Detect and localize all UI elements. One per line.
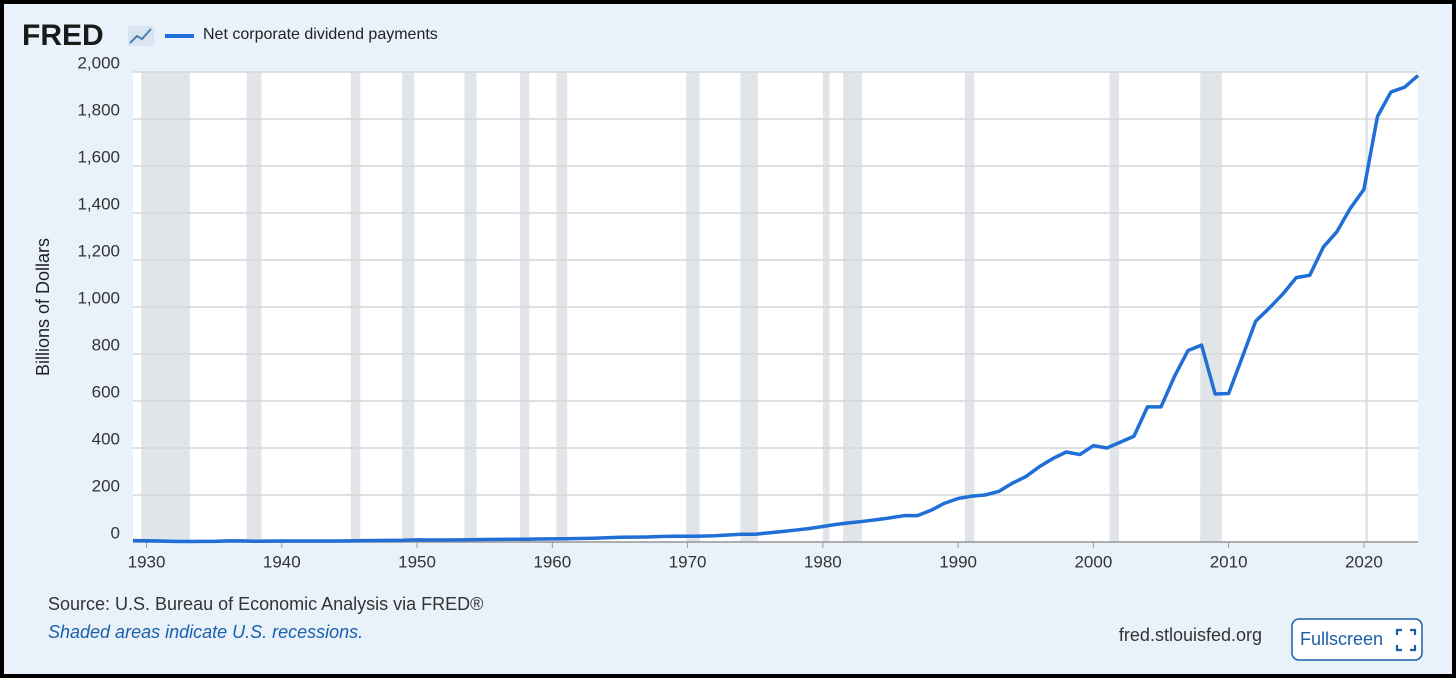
x-tick-label: 1990	[939, 552, 977, 571]
fullscreen-button[interactable]: Fullscreen	[1291, 618, 1423, 661]
x-tick-label: 1970	[669, 552, 707, 571]
y-tick-label: 1,800	[77, 100, 120, 119]
source: Source: U.S. Bureau of Economic Analysis…	[48, 594, 483, 614]
x-tick-label: 2020	[1345, 552, 1383, 571]
y-axis-title: Billions of Dollars	[33, 238, 53, 376]
button-icon[interactable]	[1395, 628, 1417, 652]
y-tick-label: 800	[92, 335, 120, 354]
logo: FRED	[22, 19, 104, 52]
legend-label: Net corporate dividend payments	[203, 26, 438, 43]
x-tick-label: 1940	[263, 552, 301, 571]
y-tick-label: 2,000	[77, 53, 120, 72]
button-label[interactable]: Fullscreen	[1300, 629, 1383, 649]
x-tick-label: 1930	[128, 552, 166, 571]
site: fred.stlouisfed.org	[1119, 625, 1262, 645]
y-tick-label: 1,000	[77, 288, 120, 307]
x-tick-label: 2000	[1074, 552, 1112, 571]
x-tick-label: 1980	[804, 552, 842, 571]
y-tick-label: 400	[92, 429, 120, 448]
logo-icon	[128, 26, 154, 46]
note: Shaded areas indicate U.S. recessions.	[48, 622, 363, 642]
y-tick-label: 1,600	[77, 147, 120, 166]
series-line	[132, 74, 1420, 544]
x-tick-label: 2010	[1210, 552, 1248, 571]
x-tick-label: 1960	[533, 552, 571, 571]
y-tick-label: 0	[111, 523, 120, 542]
x-tick-label: 1950	[398, 552, 436, 571]
y-tick-label: 1,400	[77, 194, 120, 213]
y-tick-label: 600	[92, 382, 120, 401]
button-box[interactable]	[1291, 618, 1423, 661]
y-tick-label: 1,200	[77, 241, 120, 260]
y-tick-label: 200	[92, 476, 120, 495]
